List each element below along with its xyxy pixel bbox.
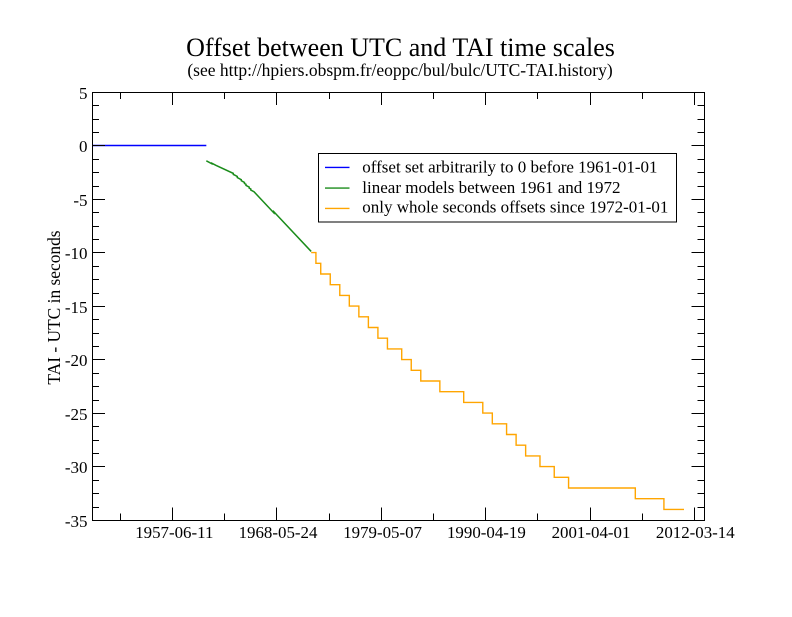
svg-text:-25: -25 <box>65 405 88 424</box>
svg-text:(see http://hpiers.obspm.fr/eo: (see http://hpiers.obspm.fr/eoppc/bul/bu… <box>187 60 612 80</box>
svg-text:Offset between UTC and TAI tim: Offset between UTC and TAI time scales <box>186 33 615 62</box>
svg-text:-20: -20 <box>65 351 88 370</box>
svg-text:5: 5 <box>79 84 88 103</box>
svg-text:1957-06-11: 1957-06-11 <box>135 523 213 542</box>
svg-text:1968-05-24: 1968-05-24 <box>239 523 318 542</box>
svg-text:TAI - UTC in seconds: TAI - UTC in seconds <box>44 230 64 384</box>
svg-text:2012-03-14: 2012-03-14 <box>656 523 735 542</box>
svg-text:-10: -10 <box>65 244 88 263</box>
svg-text:1990-04-19: 1990-04-19 <box>447 523 526 542</box>
svg-text:-15: -15 <box>65 298 88 317</box>
svg-text:only whole seconds offsets sin: only whole seconds offsets since 1972-01… <box>362 198 668 217</box>
svg-text:1979-05-07: 1979-05-07 <box>343 523 422 542</box>
svg-text:-5: -5 <box>73 191 87 210</box>
svg-text:-30: -30 <box>65 458 88 477</box>
svg-text:linear models between 1961 and: linear models between 1961 and 1972 <box>362 178 620 197</box>
svg-text:offset set arbitrarily to 0 be: offset set arbitrarily to 0 before 1961-… <box>362 158 657 177</box>
svg-text:-35: -35 <box>65 512 88 531</box>
svg-text:2001-04-01: 2001-04-01 <box>552 523 631 542</box>
svg-text:0: 0 <box>79 137 88 156</box>
